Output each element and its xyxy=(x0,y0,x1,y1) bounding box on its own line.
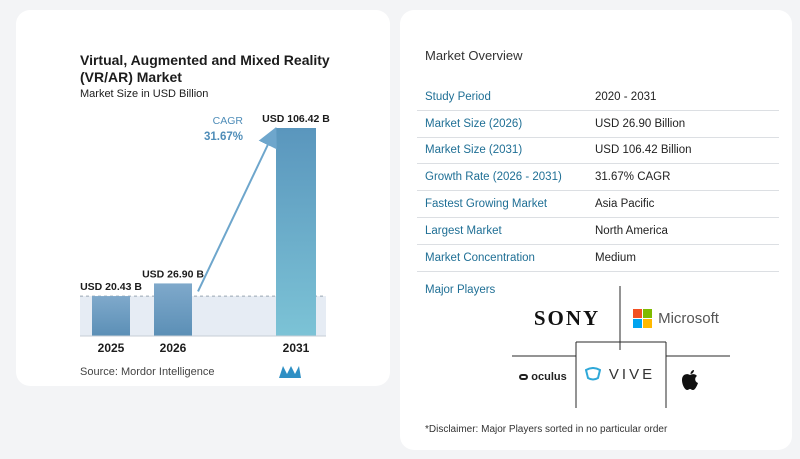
row-value: USD 26.90 Billion xyxy=(595,117,686,130)
oculus-wordmark: oculus xyxy=(531,371,567,383)
overview-row: Market Size (2031) USD 106.42 Billion xyxy=(417,138,779,165)
vive-logo: VIVE xyxy=(580,356,660,392)
row-value: Asia Pacific xyxy=(595,198,655,211)
row-value: 2020 - 2031 xyxy=(595,90,657,103)
overview-row: Fastest Growing Market Asia Pacific xyxy=(417,191,779,218)
overview-row: Growth Rate (2026 - 2031) 31.67% CAGR xyxy=(417,164,779,192)
overview-card xyxy=(400,10,792,450)
microsoft-wordmark: Microsoft xyxy=(658,309,719,327)
row-label: Market Size (2031) xyxy=(425,144,523,157)
chart-title: Virtual, Augmented and Mixed Reality (VR… xyxy=(80,52,330,85)
row-value: 31.67% CAGR xyxy=(595,171,671,184)
chart-subtitle: Market Size in USD Billion xyxy=(80,88,209,100)
row-label: Largest Market xyxy=(425,224,502,237)
row-value: USD 106.42 Billion xyxy=(595,144,692,157)
apple-logo xyxy=(670,362,710,398)
overview-row: Market Concentration Medium xyxy=(417,245,779,272)
row-value: Medium xyxy=(595,251,636,264)
overview-row: Market Size (2026) USD 26.90 Billion xyxy=(417,111,779,138)
vive-wordmark: VIVE xyxy=(608,365,656,383)
disclaimer: *Disclaimer: Major Players sorted in no … xyxy=(425,424,668,435)
overview-title: Market Overview xyxy=(425,48,523,63)
vive-mark-icon xyxy=(584,367,601,381)
players-grid-lines xyxy=(512,286,730,408)
row-label: Market Size (2026) xyxy=(425,117,523,130)
row-label: Market Concentration xyxy=(425,251,535,264)
apple-icon xyxy=(682,370,698,390)
major-players-label: Major Players xyxy=(425,284,496,296)
microsoft-squares-icon xyxy=(633,308,653,328)
oculus-logo: oculus xyxy=(512,362,574,392)
oculus-ring-icon xyxy=(519,374,529,380)
row-label: Study Period xyxy=(425,90,491,103)
source-label: Source: xyxy=(80,366,118,378)
sony-logo: SONY xyxy=(533,305,601,330)
mordor-logo-icon xyxy=(279,366,301,378)
row-label: Growth Rate (2026 - 2031) xyxy=(425,171,562,184)
source-note: Source: Mordor Intelligence xyxy=(80,366,215,378)
row-label: Fastest Growing Market xyxy=(425,198,548,211)
overview-row: Largest Market North America xyxy=(417,218,779,245)
overview-row: Study Period 2020 - 2031 xyxy=(417,84,779,111)
overview-table: Study Period 2020 - 2031 Market Size (20… xyxy=(417,84,779,272)
row-value: North America xyxy=(595,224,668,237)
microsoft-logo: Microsoft xyxy=(626,298,726,338)
source-value: Mordor Intelligence xyxy=(120,366,215,378)
